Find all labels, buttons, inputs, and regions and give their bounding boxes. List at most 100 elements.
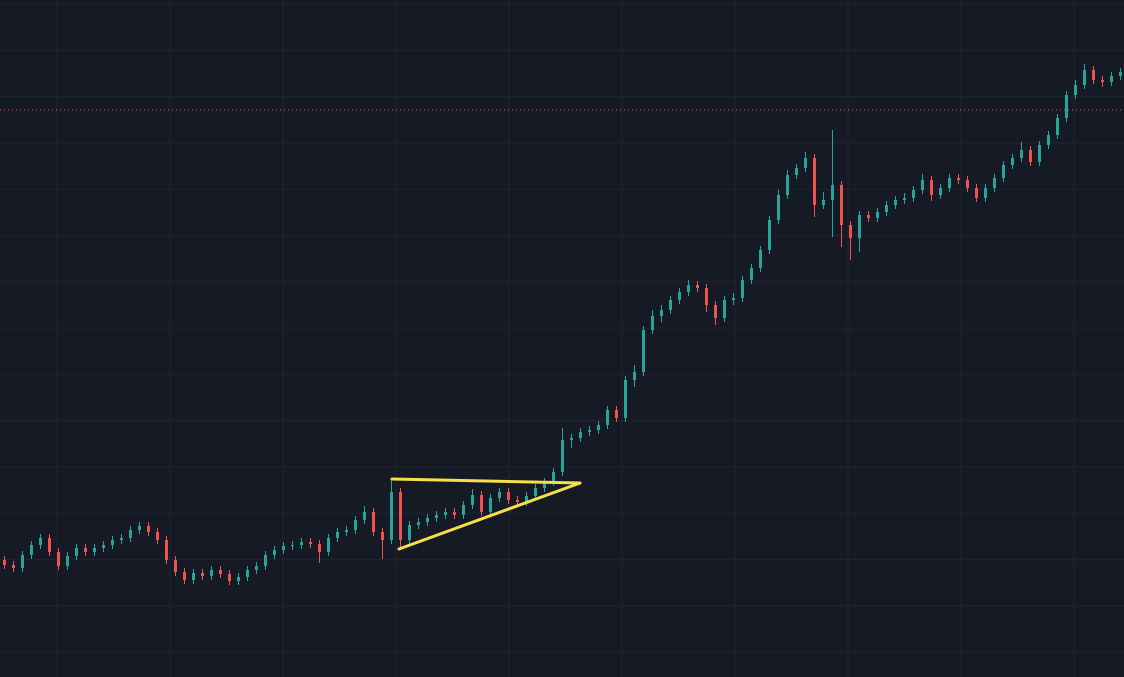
candle-body bbox=[129, 530, 132, 538]
candle-body bbox=[525, 496, 528, 502]
candle-body bbox=[255, 566, 258, 570]
candle-body bbox=[390, 492, 393, 540]
candle-body bbox=[552, 472, 555, 482]
candle-body bbox=[750, 268, 753, 280]
candle-body bbox=[543, 482, 546, 488]
candle-body bbox=[858, 215, 861, 238]
candle-body bbox=[777, 195, 780, 220]
candle-body bbox=[372, 512, 375, 532]
candle-body bbox=[1119, 72, 1122, 76]
candle-body bbox=[849, 225, 852, 238]
candle-body bbox=[588, 430, 591, 432]
candle-body bbox=[660, 310, 663, 316]
candle-body bbox=[876, 212, 879, 218]
candle-body bbox=[453, 512, 456, 515]
candle-body bbox=[534, 488, 537, 496]
candle-body bbox=[1101, 80, 1104, 82]
candle-body bbox=[570, 438, 573, 440]
candles bbox=[3, 64, 1122, 585]
candle-body bbox=[696, 285, 699, 288]
candle-body bbox=[669, 300, 672, 310]
candle-body bbox=[579, 432, 582, 438]
candle-body bbox=[201, 573, 204, 576]
candle-body bbox=[705, 288, 708, 305]
trend-line bbox=[397, 481, 582, 551]
candle-body bbox=[651, 316, 654, 330]
candle-body bbox=[345, 530, 348, 532]
candle-body bbox=[615, 410, 618, 418]
candle-body bbox=[147, 526, 150, 532]
candle-body bbox=[48, 538, 51, 552]
candle-body bbox=[894, 200, 897, 205]
candle-body bbox=[561, 440, 564, 472]
candle-body bbox=[516, 500, 519, 502]
candle-body bbox=[417, 522, 420, 525]
candle-body bbox=[462, 505, 465, 515]
candle-body bbox=[426, 518, 429, 522]
candle-body bbox=[111, 540, 114, 545]
candle-body bbox=[156, 532, 159, 540]
candle-body bbox=[768, 220, 771, 250]
candle-body bbox=[282, 546, 285, 550]
candle-body bbox=[363, 512, 366, 520]
candle-body bbox=[795, 168, 798, 175]
candle-body bbox=[273, 550, 276, 555]
candle-body bbox=[309, 542, 312, 544]
candle-body bbox=[291, 545, 294, 546]
candle-body bbox=[174, 560, 177, 572]
candle-body bbox=[219, 570, 222, 574]
candle-body bbox=[354, 520, 357, 530]
candle-body bbox=[1065, 95, 1068, 118]
candle-body bbox=[1083, 70, 1086, 85]
candle-body bbox=[300, 542, 303, 545]
trend-line bbox=[390, 477, 582, 485]
candle-body bbox=[804, 158, 807, 168]
candle-body bbox=[498, 492, 501, 498]
candle-body bbox=[192, 573, 195, 580]
candle-body bbox=[921, 180, 924, 190]
candle-body bbox=[912, 190, 915, 198]
candle-body bbox=[408, 525, 411, 540]
candle-body bbox=[480, 495, 483, 512]
candle-body bbox=[507, 492, 510, 500]
candle-body bbox=[57, 552, 60, 566]
candle-body bbox=[444, 512, 447, 515]
candle-body bbox=[840, 185, 843, 225]
candle-body bbox=[1002, 165, 1005, 178]
candle-body bbox=[318, 544, 321, 552]
candle-body bbox=[84, 548, 87, 552]
candle-body bbox=[678, 292, 681, 300]
candle-body bbox=[381, 532, 384, 540]
candle-body bbox=[210, 570, 213, 576]
candle-body bbox=[975, 188, 978, 198]
candle-body bbox=[1029, 150, 1032, 162]
candle-body bbox=[624, 380, 627, 418]
candle-body bbox=[831, 185, 834, 200]
candle-body bbox=[597, 425, 600, 430]
candle-body bbox=[93, 548, 96, 552]
candle-body bbox=[732, 298, 735, 300]
candle-body bbox=[993, 178, 996, 188]
candle-body bbox=[687, 285, 690, 292]
candle-body bbox=[1056, 118, 1059, 135]
candle-body bbox=[1074, 85, 1077, 95]
candle-body bbox=[786, 175, 789, 195]
candle-body bbox=[165, 540, 168, 560]
candle-body bbox=[1092, 70, 1095, 80]
candle-body bbox=[957, 178, 960, 180]
candle-body bbox=[606, 410, 609, 425]
candle-body bbox=[948, 178, 951, 188]
candle-body bbox=[246, 570, 249, 577]
candle-body bbox=[759, 250, 762, 268]
candle-body bbox=[903, 198, 906, 200]
candle-body bbox=[30, 545, 33, 555]
candle-body bbox=[102, 545, 105, 548]
candle-body bbox=[399, 492, 402, 540]
candle-body bbox=[39, 538, 42, 545]
candle-body bbox=[237, 577, 240, 581]
candle-body bbox=[264, 555, 267, 566]
candle-body bbox=[120, 538, 123, 540]
